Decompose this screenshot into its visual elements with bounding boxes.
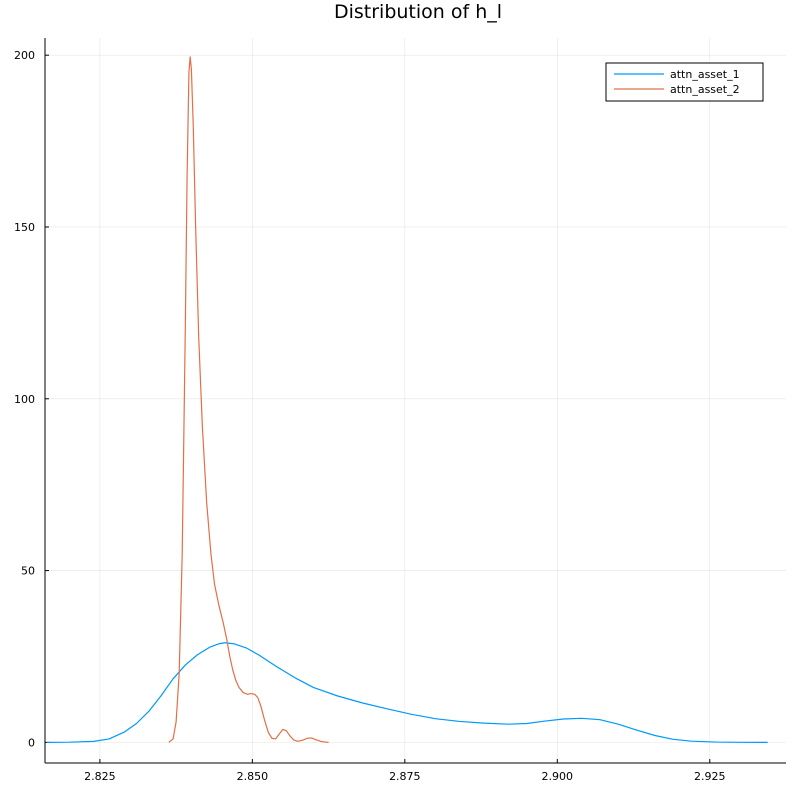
y-tick-label: 200	[14, 49, 35, 62]
axes: 2.825 2.850 2.875 2.900 2.925 0 50 100 150 200	[14, 38, 786, 783]
y-tick-label: 100	[14, 393, 35, 406]
legend-label: attn_asset_2	[670, 83, 740, 96]
y-tick-label: 0	[28, 736, 35, 749]
legend-label: attn_asset_1	[670, 68, 740, 81]
series-line-attn-asset-1	[46, 642, 768, 743]
series-layer	[46, 56, 768, 743]
x-tick-label: 2.875	[389, 770, 421, 783]
series-line-attn-asset-2	[168, 56, 329, 743]
y-tick-label: 50	[21, 565, 35, 578]
x-tick-label: 2.850	[237, 770, 269, 783]
x-tick-label: 2.825	[84, 770, 116, 783]
legend-box	[605, 62, 764, 102]
x-tick-label: 2.925	[694, 770, 726, 783]
y-tick-label: 150	[14, 221, 35, 234]
grid	[45, 38, 786, 763]
x-tick-label: 2.900	[542, 770, 574, 783]
chart-title: Distribution of h_l	[334, 1, 502, 23]
legend: attn_asset_1 attn_asset_2	[605, 62, 764, 102]
